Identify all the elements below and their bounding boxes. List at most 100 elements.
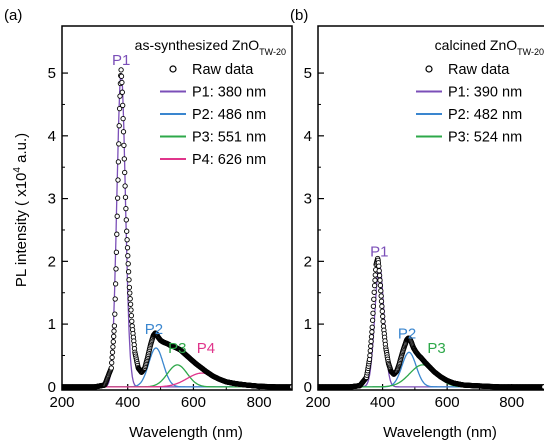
- raw-data-point: [124, 228, 130, 234]
- legend-entry: P1: 390 nm: [416, 85, 522, 101]
- panel-b-x-axis-label: Wavelength (nm): [383, 424, 497, 441]
- panel-a: (a) PL intensity ( x104 a.u.) Wavelength…: [4, 7, 293, 441]
- raw-data-point: [370, 310, 376, 316]
- raw-data-point: [127, 301, 134, 307]
- x-tick-label: 600: [181, 394, 206, 411]
- y-tick-label: 1: [304, 316, 312, 333]
- raw-data-point: [127, 290, 133, 296]
- raw-data-point: [125, 261, 131, 267]
- raw-data-point: [121, 142, 127, 149]
- legend-entry: P3: 551 nm: [160, 130, 266, 146]
- raw-data-point: [112, 281, 119, 287]
- raw-data-point: [116, 141, 122, 147]
- raw-data-point: [118, 73, 125, 79]
- legend-entry: P1: 380 nm: [160, 85, 266, 101]
- legend-marker-raw: [425, 65, 433, 73]
- legend-label: P2: 486 nm: [192, 107, 266, 123]
- raw-data-point: [371, 282, 378, 289]
- raw-data-point: [369, 317, 376, 323]
- raw-data-point: [123, 205, 129, 212]
- y-tick-label: 3: [304, 191, 312, 208]
- panel-b: (b) Wavelength (nm) calcined ZnOTW-20 20…: [290, 7, 544, 441]
- panel-a-title: as-synthesized ZnOTW-20: [135, 37, 286, 57]
- raw-data-point: [114, 231, 120, 237]
- panel-a-x-axis-label: Wavelength (nm): [129, 424, 243, 441]
- peak-label-p3: P3: [427, 340, 445, 357]
- panel-a-peak-labels: P1 P2 P3 P4: [112, 52, 215, 357]
- raw-data-point: [110, 339, 116, 345]
- panel-b-legend: Raw data P1: 390 nm P2: 482 nm P3: 524 nm: [416, 62, 522, 146]
- raw-data-point: [122, 169, 128, 176]
- panel-a-raw-data: [62, 67, 292, 390]
- legend-marker-raw: [169, 65, 177, 73]
- legend-entry: Raw data: [169, 62, 254, 78]
- raw-data-point: [371, 289, 377, 295]
- raw-data-point: [371, 296, 377, 302]
- raw-data-point: [114, 195, 121, 201]
- raw-data-point: [378, 298, 385, 304]
- raw-data-point: [128, 307, 134, 313]
- y-tick-label: 1: [48, 316, 56, 333]
- peak-label-p3: P3: [168, 340, 186, 357]
- raw-data-point: [118, 67, 124, 73]
- y-tick-label: 4: [48, 128, 56, 145]
- raw-data-point: [124, 237, 130, 243]
- x-tick-label: 800: [247, 394, 272, 411]
- raw-data-point: [124, 245, 131, 251]
- raw-data-point: [111, 333, 117, 340]
- raw-data-point: [380, 318, 386, 325]
- raw-data-point: [377, 277, 383, 283]
- panel-b-axes: 200 400 600 800 0 1 2 3 4 5: [304, 65, 525, 411]
- legend-entry: P3: 524 nm: [416, 130, 522, 146]
- raw-data-point: [117, 93, 123, 99]
- raw-data-point: [379, 303, 385, 309]
- raw-data-point: [129, 318, 135, 324]
- peak-label-p2: P2: [145, 321, 163, 338]
- raw-data-point: [122, 183, 128, 189]
- panel-b-peak-labels: P1 P2 P3: [370, 243, 446, 356]
- raw-data-point: [110, 344, 116, 350]
- raw-data-point: [127, 296, 133, 302]
- raw-data-point: [378, 288, 384, 294]
- raw-data-point: [119, 79, 125, 86]
- legend-label: P4: 626 nm: [192, 152, 266, 168]
- panel-a-frame: [61, 25, 293, 391]
- panel-b-frame: [317, 25, 544, 391]
- x-tick-label: 400: [115, 394, 140, 411]
- legend-entry: Raw data: [425, 62, 510, 78]
- raw-data-point: [125, 269, 132, 275]
- legend-label: Raw data: [448, 62, 510, 78]
- raw-data-point: [116, 123, 122, 129]
- raw-data-point: [112, 311, 118, 317]
- peak-label-p1: P1: [370, 243, 388, 260]
- y-axis-label: PL intensity ( x104 a.u.): [12, 133, 30, 287]
- raw-data-point: [113, 266, 119, 272]
- peak-label-p1: P1: [112, 52, 130, 69]
- raw-data-point: [368, 343, 374, 349]
- y-tick-label: 3: [48, 191, 56, 208]
- raw-data-point: [379, 308, 385, 314]
- raw-data-point: [126, 284, 133, 291]
- y-tick-label: 4: [304, 128, 312, 145]
- raw-data-point: [112, 296, 118, 302]
- raw-data-point: [115, 159, 122, 165]
- raw-data-point: [120, 115, 126, 122]
- raw-data-point: [109, 360, 115, 366]
- raw-data-point: [378, 293, 384, 299]
- raw-data-point: [128, 312, 135, 319]
- raw-data-point: [119, 89, 125, 95]
- peak-label-p2: P2: [398, 325, 416, 342]
- panel-a-legend: Raw data P1: 380 nm P2: 486 nm P3: 551 nm P4…: [160, 62, 266, 168]
- raw-data-point: [376, 263, 382, 269]
- y-tick-label: 5: [48, 65, 56, 82]
- raw-data-point: [126, 277, 132, 283]
- raw-data-point: [120, 129, 127, 135]
- legend-entry: P2: 482 nm: [416, 107, 522, 123]
- raw-data-point: [114, 213, 120, 219]
- raw-data-point: [377, 282, 384, 289]
- raw-data-point: [120, 102, 126, 109]
- x-tick-label: 600: [435, 394, 460, 411]
- x-tick-label: 800: [499, 394, 524, 411]
- legend-label: P3: 524 nm: [448, 130, 522, 146]
